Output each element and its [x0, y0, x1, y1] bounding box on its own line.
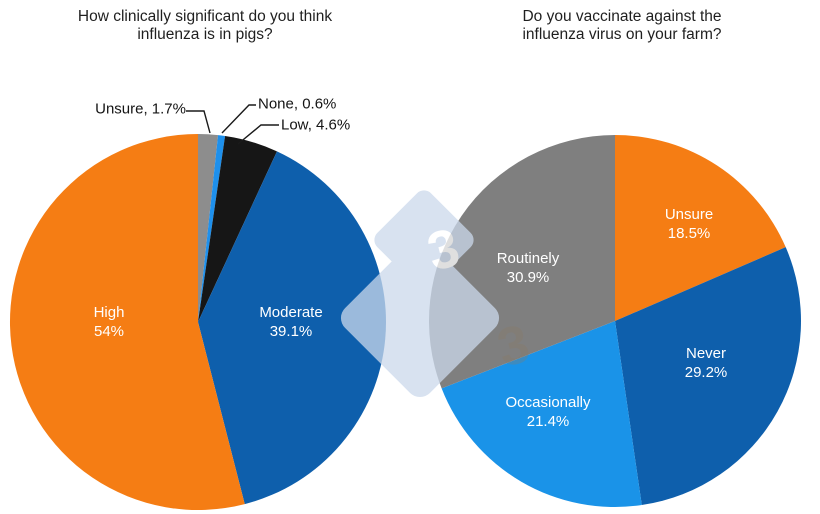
slice-label-routinely: Routinely 30.9%	[497, 249, 560, 287]
right-chart-title: Do you vaccinate against the influenza v…	[522, 8, 722, 43]
slice-name: Routinely	[496, 250, 560, 267]
slice-name: Unsure	[664, 206, 714, 223]
slice-label-unsure-right: Unsure 18.5%	[665, 205, 713, 243]
slice-callout-low: Low, 4.6%	[281, 116, 351, 134]
slice-name: Moderate	[259, 304, 323, 321]
leader-line-unsure	[186, 110, 211, 134]
slice-pct: 39.1%	[269, 323, 313, 340]
slice-pct: 30.9%	[506, 269, 550, 286]
slice-callout-none: None, 0.6%	[258, 95, 337, 113]
pie-slice-never	[615, 247, 801, 506]
leader-line-none	[221, 104, 256, 134]
pie-slice-unsure	[615, 135, 786, 321]
slice-pct: 21.4%	[526, 413, 570, 430]
pie-slice-unsure	[198, 134, 219, 322]
slice-pct: 54%	[93, 323, 125, 340]
leader-line-low	[237, 124, 279, 145]
watermark-diamond-small	[374, 190, 474, 290]
watermark-diamond-large	[340, 238, 500, 398]
pie-slice-none	[198, 135, 226, 322]
left-pie-clinical-significance	[9, 134, 387, 510]
pie-slice-occasionally	[441, 321, 642, 507]
slice-callout-unsure: Unsure, 1.7%	[95, 100, 186, 118]
slice-pct: 18.5%	[667, 225, 711, 242]
pig333-watermark: 3 3	[340, 190, 535, 398]
slice-label-never: Never 29.2%	[685, 344, 728, 382]
slice-label-occasionally: Occasionally 21.4%	[505, 393, 590, 431]
slice-name: Never	[685, 345, 727, 362]
left-chart-title: How clinically significant do you think …	[77, 8, 333, 43]
callout-leader-lines	[186, 104, 279, 145]
slice-name: High	[93, 304, 125, 321]
pie-slice-high	[9, 134, 245, 510]
slice-name: Occasionally	[505, 394, 591, 411]
slice-pct: 29.2%	[684, 364, 728, 381]
slice-label-high: High 54%	[94, 303, 125, 341]
slice-label-moderate: Moderate 39.1%	[259, 303, 322, 341]
pie-slice-moderate	[198, 151, 387, 505]
pie-slice-low	[198, 135, 277, 322]
